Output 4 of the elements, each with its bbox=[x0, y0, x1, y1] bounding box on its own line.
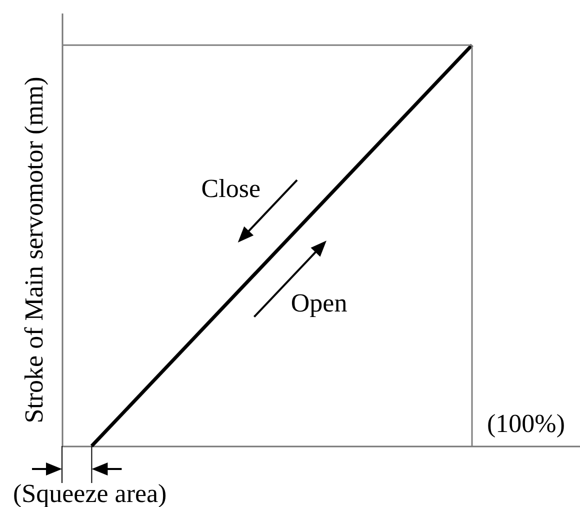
annotation: (100%) bbox=[487, 409, 565, 438]
annotation: Close bbox=[201, 174, 261, 203]
y-axis-title: Stroke of Main servomotor (mm) bbox=[20, 76, 48, 424]
annotation: Open bbox=[290, 288, 348, 318]
